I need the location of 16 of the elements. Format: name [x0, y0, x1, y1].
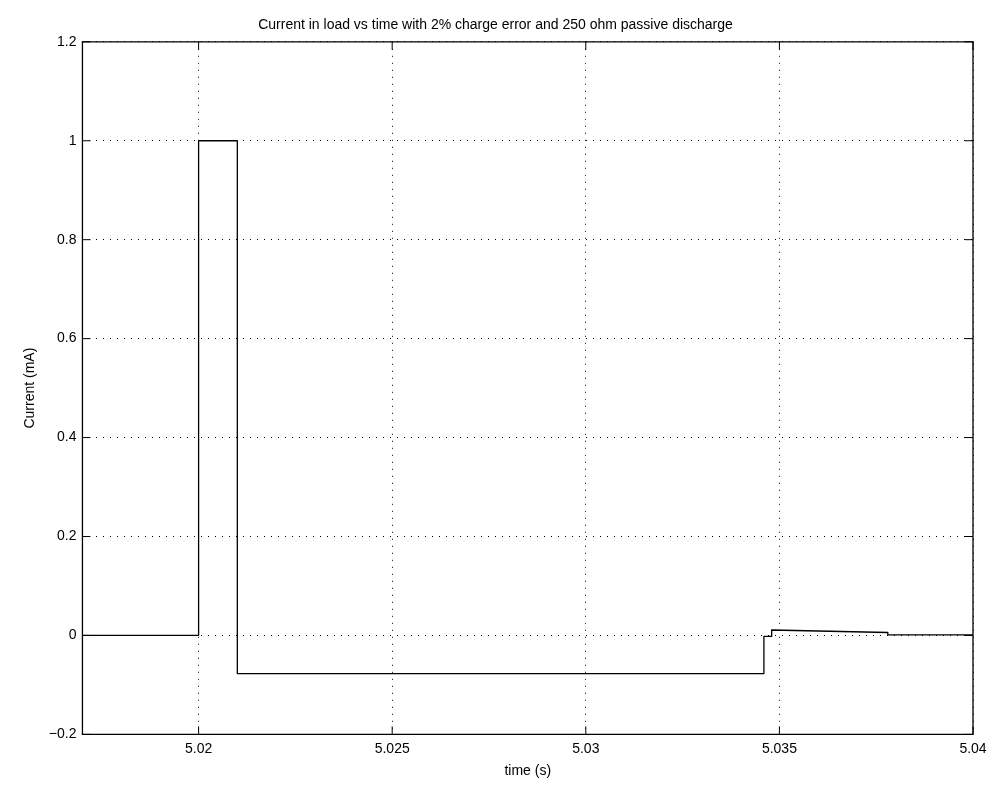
y-tick-label: 1.2: [56, 32, 77, 49]
x-tick-label: 5.04: [959, 739, 987, 756]
y-axis-title: Current (mA): [21, 347, 38, 429]
x-tick-label: 5.03: [572, 739, 600, 756]
x-tick-label: 5.02: [184, 739, 213, 756]
y-tick-label: 0.6: [56, 329, 77, 346]
x-tick-label: 5.025: [374, 739, 410, 756]
y-tick-label: 0.4: [56, 428, 77, 445]
y-tick-label: 0.8: [56, 230, 77, 247]
chart-title: Current in load vs time with 2% charge error and 250 ohm passive discharge: [258, 16, 734, 33]
y-tick-label: 0.2: [56, 527, 77, 544]
x-tick-label: 5.035: [761, 739, 798, 756]
x-axis-title: time (s): [504, 762, 552, 779]
y-tick-label: 0: [68, 626, 77, 643]
y-tick-label: −0.2: [48, 725, 77, 742]
y-tick-label: 1: [68, 131, 77, 148]
